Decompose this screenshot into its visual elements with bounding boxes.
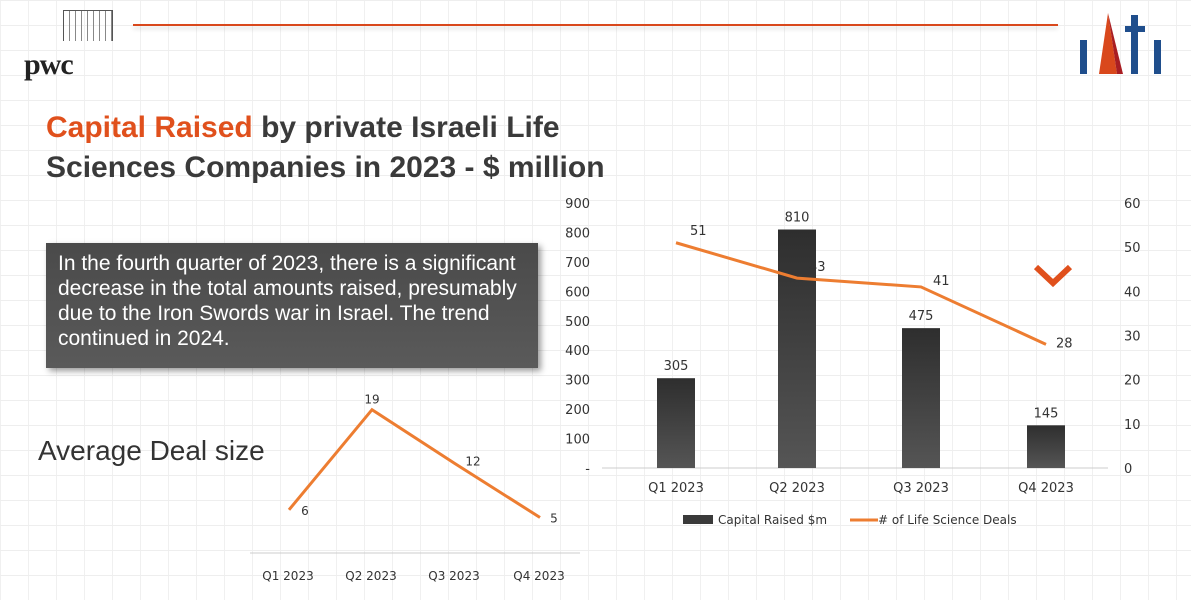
avg-data-label: 5 bbox=[550, 512, 558, 526]
left-axis-tick: 500 bbox=[565, 315, 590, 330]
right-axis-tick: 10 bbox=[1124, 418, 1141, 433]
left-axis-tick: 100 bbox=[565, 433, 590, 448]
bar-data-label: 475 bbox=[909, 309, 934, 324]
bar-data-label: 145 bbox=[1034, 406, 1059, 421]
left-axis-tick: 200 bbox=[565, 403, 590, 418]
x-tick-label: Q3 2023 bbox=[893, 481, 949, 496]
legend-bar-swatch bbox=[683, 515, 713, 524]
avg-line bbox=[287, 407, 541, 519]
title-rest: by private Israeli Life Sciences Compani… bbox=[46, 111, 605, 184]
deals-line bbox=[675, 241, 1047, 346]
avg-x-tick-label: Q1 2023 bbox=[262, 569, 313, 583]
left-axis-tick: 700 bbox=[565, 256, 590, 271]
line-data-label: 28 bbox=[1056, 336, 1073, 351]
pwc-logo: pwc bbox=[24, 48, 74, 81]
left-axis-tick: 900 bbox=[565, 197, 590, 212]
x-tick-label: Q1 2023 bbox=[648, 481, 704, 496]
bar bbox=[657, 378, 695, 468]
left-axis-tick: - bbox=[585, 462, 590, 477]
bar bbox=[778, 229, 816, 468]
right-axis-tick: 40 bbox=[1124, 285, 1141, 300]
right-axis-tick: 60 bbox=[1124, 197, 1141, 212]
line-data-label: 41 bbox=[933, 274, 950, 289]
legend-bar-label: Capital Raised $m bbox=[718, 513, 827, 527]
left-axis-tick: 800 bbox=[565, 226, 590, 241]
left-axis-tick: 400 bbox=[565, 344, 590, 359]
avg-x-tick-label: Q4 2023 bbox=[513, 569, 564, 583]
left-axis-tick: 600 bbox=[565, 285, 590, 300]
avg-data-label: 6 bbox=[301, 504, 309, 518]
legend-line-label: # of Life Science Deals bbox=[878, 513, 1017, 527]
avg-x-tick-label: Q2 2023 bbox=[345, 569, 396, 583]
avg-x-tick-label: Q3 2023 bbox=[428, 569, 479, 583]
pwc-logo-mark bbox=[63, 10, 113, 41]
x-tick-label: Q2 2023 bbox=[769, 481, 825, 496]
bar bbox=[902, 328, 940, 468]
bar-data-label: 305 bbox=[664, 359, 689, 374]
x-tick-label: Q4 2023 bbox=[1018, 481, 1074, 496]
avg-data-label: 12 bbox=[465, 455, 480, 469]
down-chevron-icon bbox=[1033, 264, 1073, 288]
avg-chart-title: Average Deal size bbox=[38, 435, 265, 466]
right-axis-tick: 0 bbox=[1124, 462, 1132, 477]
bar bbox=[1027, 425, 1065, 468]
avg-data-label: 19 bbox=[364, 393, 379, 407]
right-axis-tick: 50 bbox=[1124, 241, 1141, 256]
header-divider bbox=[133, 24, 1058, 26]
iati-logo bbox=[1080, 13, 1161, 74]
right-axis-tick: 20 bbox=[1124, 374, 1141, 389]
right-axis-tick: 30 bbox=[1124, 330, 1141, 345]
title-highlight: Capital Raised bbox=[46, 111, 253, 144]
page-title: Capital Raised by private Israeli Life S… bbox=[46, 108, 646, 188]
note-box: In the fourth quarter of 2023, there is … bbox=[46, 243, 538, 368]
line-data-label: 43 bbox=[809, 260, 826, 275]
left-axis-tick: 300 bbox=[565, 374, 590, 389]
line-data-label: 51 bbox=[690, 224, 707, 239]
bar-data-label: 810 bbox=[785, 211, 810, 226]
